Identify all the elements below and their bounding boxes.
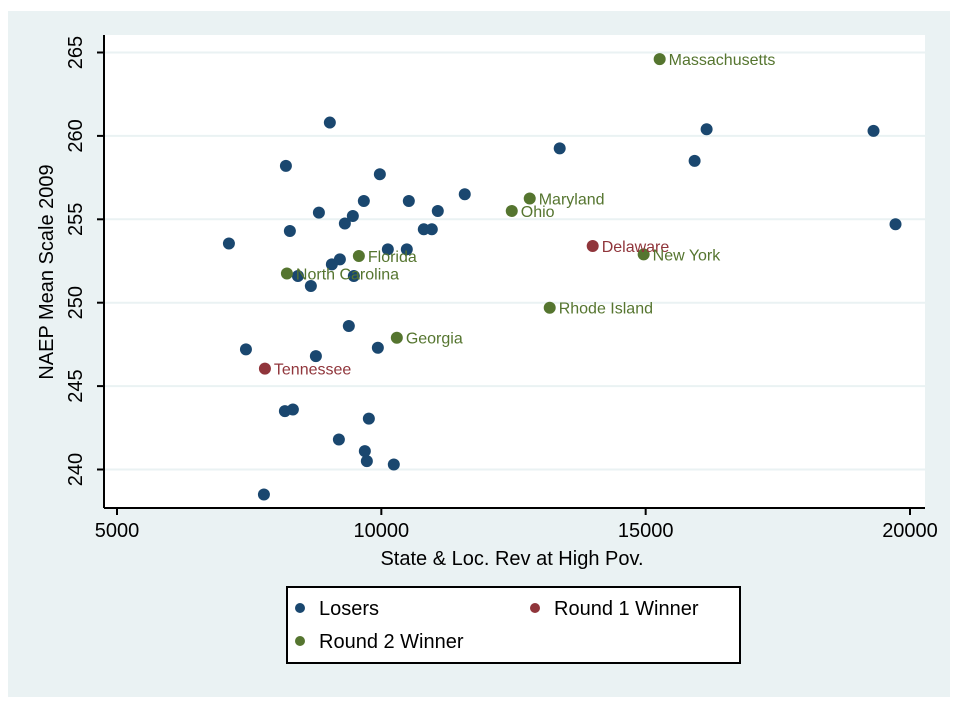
data-point [458, 188, 471, 201]
plot-region [104, 35, 925, 508]
data-point [309, 350, 322, 363]
data-point [543, 301, 556, 314]
data-point [425, 223, 438, 236]
point-label: Tennessee [274, 362, 351, 379]
data-point [304, 280, 317, 293]
data-point [312, 206, 325, 219]
data-point [653, 53, 666, 66]
x-axis-ticks: 5000 10000 15000 20000 [95, 508, 938, 542]
data-point [586, 239, 599, 252]
legend-label-round2: Round 2 Winner [319, 631, 464, 653]
data-point [867, 124, 880, 137]
legend-marker-round1 [530, 603, 540, 613]
data-point [637, 248, 650, 261]
legend: Losers Round 1 Winner Round 2 Winner [286, 586, 741, 664]
point-label: Massachusetts [669, 52, 776, 69]
data-point [700, 123, 713, 136]
data-point [239, 343, 252, 356]
point-labels: Delaware Tennessee Massachusetts MarylandOh… [274, 52, 775, 378]
point-label: North Carolina [296, 267, 399, 284]
data-point [381, 243, 394, 256]
legend-label-losers: Losers [319, 598, 379, 620]
point-label: Ohio [521, 204, 555, 221]
data-point [342, 320, 355, 333]
data-point [347, 270, 360, 283]
x-axis-title: State & Loc. Rev at High Pov. [380, 548, 643, 570]
legend-marker-losers [295, 603, 305, 613]
data-point [360, 455, 373, 468]
point-label: Rhode Island [559, 301, 653, 318]
y-tick-label: 245 [65, 369, 87, 402]
legend-marker-round2 [295, 636, 305, 646]
data-point [431, 204, 444, 217]
data-point [333, 253, 346, 266]
data-point [400, 243, 413, 256]
y-tick-label: 240 [65, 453, 87, 486]
x-tick-label: 10000 [354, 520, 410, 542]
data-point [352, 249, 365, 262]
data-point [553, 142, 566, 155]
data-point [371, 341, 384, 354]
data-point [688, 154, 701, 167]
data-point [323, 116, 336, 129]
point-label: New York [653, 247, 722, 264]
data-points [222, 53, 902, 501]
y-tick-label: 250 [65, 286, 87, 319]
point-label: Maryland [539, 191, 605, 208]
data-point [286, 403, 299, 416]
data-point [387, 458, 400, 471]
data-point [402, 194, 415, 207]
data-point [358, 445, 371, 458]
x-tick-label: 15000 [618, 520, 674, 542]
data-point [362, 412, 375, 425]
legend-label-round1: Round 1 Winner [554, 598, 699, 620]
data-point [332, 433, 345, 446]
gridlines [105, 51, 925, 471]
point-label: Delaware [602, 239, 670, 256]
data-point [257, 488, 270, 501]
y-axis-ticks: 240 245 250 255 260 265 [65, 36, 104, 486]
data-point [390, 331, 403, 344]
data-point [280, 267, 293, 280]
data-point [222, 237, 235, 250]
data-point [889, 218, 902, 231]
y-tick-label: 265 [65, 36, 87, 69]
point-label: Georgia [406, 331, 463, 348]
y-tick-label: 255 [65, 203, 87, 236]
data-point [258, 362, 271, 375]
point-label: Florida [368, 249, 417, 266]
x-tick-label: 20000 [882, 520, 938, 542]
data-point [357, 194, 370, 207]
y-axis-title: NAEP Mean Scale 2009 [36, 164, 58, 379]
data-point [523, 192, 536, 205]
data-point [291, 270, 304, 283]
data-point [338, 217, 351, 230]
data-point [283, 224, 296, 237]
data-point [505, 204, 518, 217]
data-point [373, 168, 386, 181]
y-tick-label: 260 [65, 119, 87, 152]
data-point [346, 209, 359, 222]
data-point [279, 159, 292, 172]
x-tick-label: 5000 [95, 520, 140, 542]
